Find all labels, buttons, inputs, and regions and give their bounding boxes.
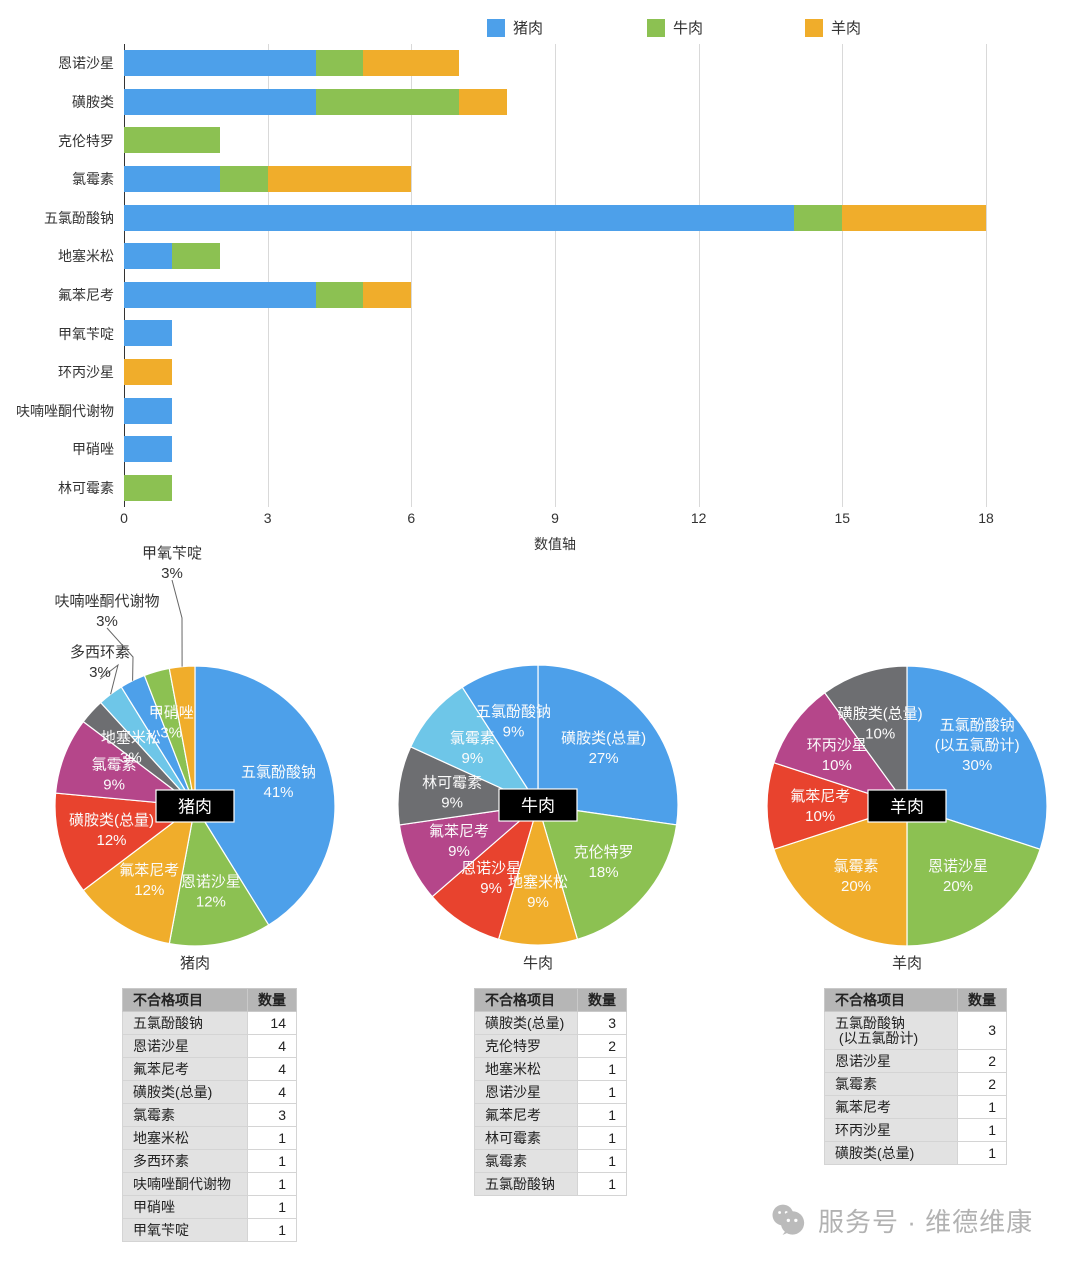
svg-text:五氯酚酸钠: 五氯酚酸钠 [940, 717, 1015, 734]
svg-text:磺胺类(总量): 磺胺类(总量) [69, 812, 154, 829]
svg-text:10%: 10% [805, 808, 835, 825]
svg-text:(以五氯酚计): (以五氯酚计) [935, 737, 1020, 754]
svg-text:9%: 9% [503, 724, 525, 741]
svg-text:20%: 20% [943, 878, 973, 895]
svg-text:3%: 3% [89, 664, 111, 681]
svg-text:磺胺类(总量): 磺胺类(总量) [838, 705, 923, 722]
svg-text:甲硝唑: 甲硝唑 [149, 705, 194, 722]
svg-text:地塞米松: 地塞米松 [101, 729, 161, 747]
svg-text:9%: 9% [527, 894, 549, 911]
svg-text:氟苯尼考: 氟苯尼考 [429, 823, 489, 840]
svg-text:12%: 12% [134, 882, 164, 899]
svg-text:10%: 10% [822, 757, 852, 774]
svg-text:羊肉: 羊肉 [892, 955, 922, 972]
svg-text:牛肉: 牛肉 [521, 797, 555, 816]
svg-text:呋喃唑酮代谢物: 呋喃唑酮代谢物 [54, 593, 159, 610]
svg-text:9%: 9% [441, 795, 463, 812]
svg-text:9%: 9% [448, 843, 470, 860]
svg-text:猪肉: 猪肉 [180, 955, 210, 972]
svg-text:克伦特罗: 克伦特罗 [574, 844, 634, 861]
svg-text:3%: 3% [161, 565, 183, 582]
svg-text:9%: 9% [480, 880, 502, 897]
svg-text:多西环素: 多西环素 [70, 644, 130, 661]
svg-text:氯霉素: 氯霉素 [450, 730, 495, 747]
svg-text:五氯酚酸钠: 五氯酚酸钠 [476, 704, 551, 721]
svg-text:20%: 20% [841, 878, 871, 895]
svg-text:27%: 27% [589, 750, 619, 767]
svg-text:氟苯尼考: 氟苯尼考 [790, 788, 850, 805]
svg-text:30%: 30% [962, 757, 992, 774]
svg-text:3%: 3% [96, 613, 118, 630]
svg-text:9%: 9% [462, 750, 484, 767]
svg-text:3%: 3% [160, 725, 182, 742]
svg-text:恩诺沙星: 恩诺沙星 [181, 873, 241, 890]
svg-text:18%: 18% [589, 864, 619, 881]
svg-text:12%: 12% [96, 832, 126, 849]
svg-text:五氯酚酸钠: 五氯酚酸钠 [241, 764, 316, 781]
svg-text:41%: 41% [263, 784, 293, 801]
svg-text:3%: 3% [120, 750, 142, 767]
svg-text:羊肉: 羊肉 [890, 798, 924, 817]
svg-text:10%: 10% [865, 725, 895, 742]
svg-text:林可霉素: 林可霉素 [422, 775, 482, 792]
svg-text:牛肉: 牛肉 [523, 955, 553, 972]
svg-text:恩诺沙星: 恩诺沙星 [461, 860, 521, 877]
svg-text:恩诺沙星: 恩诺沙星 [928, 858, 988, 875]
svg-text:12%: 12% [196, 893, 226, 910]
svg-text:环丙沙星: 环丙沙星 [807, 737, 867, 754]
svg-text:9%: 9% [103, 777, 125, 794]
svg-text:猪肉: 猪肉 [178, 798, 212, 817]
svg-text:氯霉素: 氯霉素 [833, 858, 878, 875]
svg-text:氟苯尼考: 氟苯尼考 [119, 862, 179, 879]
svg-text:磺胺类(总量): 磺胺类(总量) [561, 730, 646, 747]
